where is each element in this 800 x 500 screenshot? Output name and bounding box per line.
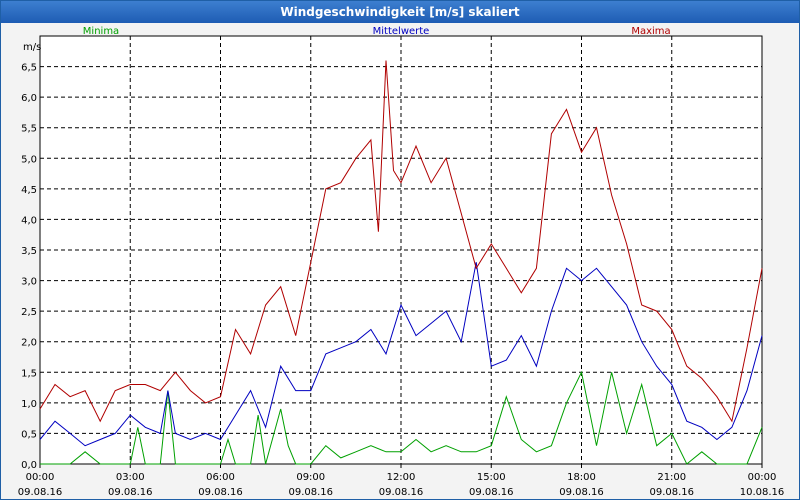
x-tick-time: 00:00 (748, 472, 777, 483)
y-tick-label: 2,5 (21, 307, 37, 318)
y-tick-label: 3,5 (21, 246, 37, 257)
x-tick-time: 00:00 (26, 472, 55, 483)
y-tick-label: 3,0 (21, 277, 37, 288)
x-tick-time: 12:00 (387, 472, 416, 483)
y-tick-label: 6,5 (21, 63, 37, 74)
x-tick-time: 21:00 (657, 472, 686, 483)
y-tick-label: 0,5 (21, 429, 37, 440)
y-tick-label: 0,0 (21, 460, 37, 471)
y-tick-label: 1,5 (21, 368, 37, 379)
x-tick-date: 09.08.16 (198, 487, 243, 498)
y-tick-label: 6,0 (21, 93, 37, 104)
y-tick-label: 4,5 (21, 185, 37, 196)
x-tick-time: 03:00 (116, 472, 145, 483)
series-line-mittelwerte (39, 262, 763, 447)
y-tick-label: 5,0 (21, 154, 37, 165)
x-tick-time: 18:00 (567, 472, 596, 483)
y-axis: 0,0 0,5 1,0 1,5 2,0 2,5 3,0 3,5 4,0 4,5 5,0 5,5 6,0 6… (21, 63, 37, 471)
x-tick-date: 10.08.16 (740, 487, 785, 498)
x-tick-date: 09.08.16 (469, 487, 514, 498)
legend: Minima Mittelwerte Maxima (83, 26, 671, 37)
x-tick-date: 09.08.16 (379, 487, 424, 498)
x-tick-time: 15:00 (477, 472, 506, 483)
y-tick-label: 1,0 (21, 399, 37, 410)
x-tick-time: 09:00 (296, 472, 325, 483)
window-title: Windgeschwindigkeit [m/s] skaliert (1, 1, 799, 23)
x-tick-date: 09.08.16 (108, 487, 153, 498)
y-axis-label: m/s (23, 42, 41, 53)
x-tick-date: 09.08.16 (649, 487, 694, 498)
legend-item-minima: Minima (83, 26, 119, 37)
x-tick-time: 06:00 (206, 472, 235, 483)
y-tick-label: 4,0 (21, 215, 37, 226)
x-tick-date: 09.08.16 (559, 487, 604, 498)
x-tick-date: 09.08.16 (18, 487, 63, 498)
series-line-minima (40, 370, 763, 465)
y-tick-label: 5,5 (21, 124, 37, 135)
x-axis: 00:00 09.08.16 03:00 09.08.16 06:00 09.08.16 0… (18, 464, 785, 498)
series-lines (39, 60, 763, 465)
series-line-maxima (39, 60, 763, 423)
x-tick-date: 09.08.16 (288, 487, 333, 498)
legend-item-mittelwerte: Mittelwerte (373, 26, 430, 37)
y-tick-label: 2,0 (21, 338, 37, 349)
legend-item-maxima: Maxima (631, 26, 670, 37)
wind-speed-chart: 0,0 0,5 1,0 1,5 2,0 2,5 3,0 3,5 4,0 4,5 5,0 5,5 6,0 6… (18, 26, 785, 498)
